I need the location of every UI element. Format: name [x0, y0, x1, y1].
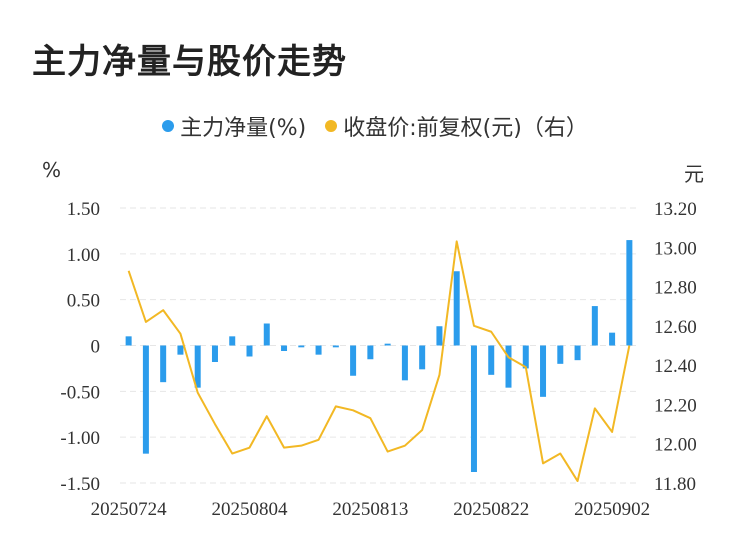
right-tick-label: 12.40 — [654, 356, 697, 377]
bar — [470, 345, 477, 472]
right-tick-label: 13.00 — [654, 238, 697, 259]
right-tick-label: 12.20 — [654, 395, 697, 416]
bar — [488, 345, 495, 375]
bar — [315, 345, 322, 355]
left-tick-label: -1.50 — [60, 474, 100, 495]
left-tick-label: 1.00 — [67, 245, 100, 266]
bar — [263, 323, 270, 346]
bar — [505, 345, 512, 388]
left-tick-label: 0.50 — [67, 291, 100, 312]
bar — [211, 345, 218, 362]
bar — [609, 332, 616, 346]
legend-item-close-price[interactable]: 收盘价:前复权(元)（右） — [325, 110, 588, 142]
legend-swatch-line — [325, 120, 338, 132]
grid-lines — [120, 207, 638, 484]
bar — [298, 345, 305, 348]
right-tick-label: 12.80 — [654, 278, 697, 299]
bar — [229, 336, 236, 346]
bar — [591, 306, 598, 346]
legend-item-main-net[interactable]: 主力净量(%) — [162, 110, 306, 142]
bar — [246, 345, 253, 357]
bar — [142, 345, 149, 454]
bar — [367, 345, 374, 360]
x-tick-label: 20250902 — [574, 499, 650, 520]
right-axis-unit: 元 — [684, 162, 704, 186]
bar — [125, 336, 132, 346]
price-line — [127, 240, 631, 483]
x-tick-label: 20250813 — [332, 499, 408, 520]
left-tick-label: -0.50 — [60, 382, 100, 403]
legend: 主力净量(%) 收盘价:前复权(元)（右） — [0, 110, 750, 142]
right-tick-label: 12.00 — [654, 435, 697, 456]
legend-swatch-bar — [162, 120, 175, 132]
bar — [557, 345, 564, 364]
right-tick-label: 11.80 — [654, 474, 696, 495]
bar — [177, 345, 184, 355]
bar — [436, 326, 443, 346]
left-axis-unit: % — [42, 158, 62, 182]
bar — [281, 345, 288, 351]
bar — [350, 345, 357, 376]
chart-title: 主力净量与股价走势 — [32, 42, 347, 82]
bar — [626, 240, 633, 346]
bar — [419, 345, 426, 370]
bar — [194, 345, 201, 388]
right-tick-label: 13.20 — [654, 199, 697, 220]
bar — [540, 345, 547, 397]
bar-series — [125, 240, 633, 472]
x-tick-label: 20250822 — [453, 499, 529, 520]
x-tick-label: 20250724 — [91, 499, 168, 520]
bar — [332, 345, 339, 348]
bar — [401, 345, 408, 381]
bar — [160, 345, 167, 383]
legend-label-close-price: 收盘价:前复权(元)（右） — [343, 116, 588, 141]
left-tick-label: 1.50 — [67, 199, 100, 220]
bar — [453, 271, 460, 346]
bar — [522, 345, 529, 369]
line-series — [127, 240, 631, 483]
legend-label-main-net: 主力净量(%) — [180, 116, 307, 141]
right-tick-label: 12.60 — [654, 317, 697, 338]
left-tick-label: -1.00 — [60, 428, 100, 449]
x-tick-label: 20250804 — [212, 499, 289, 520]
bar — [384, 343, 391, 346]
axis-labels: 1.50 1.00 0.50 0 -0.50 -1.00 -1.50 13.20 13.00 12… — [60, 199, 696, 520]
left-tick-label: 0 — [91, 337, 101, 358]
bar — [574, 345, 581, 361]
